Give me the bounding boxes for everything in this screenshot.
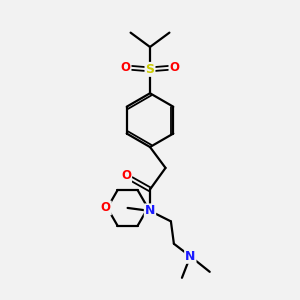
Text: N: N — [145, 204, 155, 218]
Text: O: O — [169, 61, 179, 74]
Text: O: O — [121, 61, 130, 74]
Text: O: O — [121, 169, 131, 182]
Text: N: N — [185, 250, 196, 263]
Text: S: S — [146, 63, 154, 76]
Text: O: O — [101, 201, 111, 214]
